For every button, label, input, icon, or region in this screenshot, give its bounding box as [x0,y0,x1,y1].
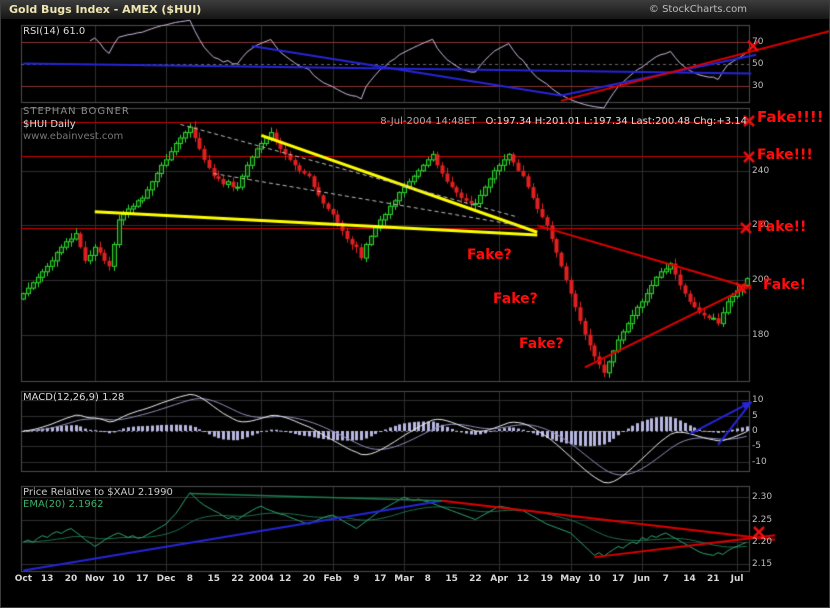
fake-annotation: Fake! [763,277,807,293]
quote-ohlc-values: O:197.34 H:201.01 L:197.34 Last:200.48 C… [485,116,747,127]
y-axis-tick-macd: 5 [752,410,758,421]
x-axis-label: Nov [84,574,105,584]
copyright-label: © StockCharts.com [648,4,747,15]
rsi-indicator-label: RSI(14) 61.0 [23,26,86,37]
fake-annotation: Fake!!! [757,147,813,163]
y-axis-tick-macd: -5 [752,441,761,452]
quote-line: 8-Jul-2004 14:48ET O:197.34 H:201.01 L:1… [380,116,747,127]
fake-annotation: Fake? [467,247,512,263]
page-title: Gold Bugs Index - AMEX ($HUI) [9,3,202,16]
y-axis-tick-pr: 2.15 [752,559,773,570]
y-axis-tick-macd: 0 [752,426,758,436]
x-axis-label: 9 [353,574,360,584]
x-axis-label: 10 [112,574,125,584]
x-axis-label: 21 [707,574,720,584]
x-axis-label: 8 [186,574,194,584]
x-axis-label: 20 [64,574,78,584]
x-axis-label: 15 [445,574,458,584]
x-axis-label: May [560,574,581,584]
x-axis-label: 20 [302,574,316,584]
x-axis-label: Oct [14,574,33,584]
y-axis-tick-rsi: 30 [752,80,764,91]
x-axis-label: 13 [40,574,54,584]
x-axis-label: 12 [516,574,530,584]
x-axis-label: 8 [424,574,431,584]
x-axis-label: Dec [156,574,176,584]
x-axis-label: 12 [278,574,292,584]
macd-indicator-label: MACD(12,26,9) 1.28 [23,392,125,403]
y-axis-tick-pr: 2.30 [752,492,773,503]
x-axis-label: 17 [611,574,625,584]
fake-annotation: Fake? [493,291,538,307]
x-axis-label: Apr [490,574,509,584]
website-watermark: www.ebainvest.com [23,131,124,142]
y-axis-tick-main: 220 [752,220,770,231]
x-axis-label: 17 [136,574,149,584]
y-axis-tick-pr: 2.25 [752,514,773,525]
quote-datetime: 8-Jul-2004 14:48ET [380,116,477,127]
y-axis-tick-macd: 10 [752,395,764,406]
x-axis-label: 22 [469,574,482,584]
x-axis-label: 17 [373,574,387,584]
y-axis-tick-main: 240 [752,165,770,176]
y-axis-tick-pr: 2.20 [752,536,773,547]
x-axis-label: Feb [323,574,342,584]
y-axis-tick-main: 200 [752,274,770,285]
y-axis-tick-rsi: 50 [752,58,764,69]
y-axis-tick-macd: -10 [752,456,767,467]
x-axis-label: 19 [540,574,554,584]
y-axis-tick-main: 180 [752,329,770,340]
symbol-label: $HUI Daily [23,119,76,130]
x-axis-label: Jul [730,574,744,584]
chart-header: Gold Bugs Index - AMEX ($HUI) © StockCha… [1,1,829,19]
x-axis-label: 22 [231,574,244,584]
fake-annotation: Fake!! [757,219,807,235]
fake-annotation: Fake!!!! [757,108,824,126]
x-axis-label: 10 [588,574,601,584]
x-axis-label: 7 [662,574,669,584]
price-relative-label: Price Relative to $XAU 2.1990 [23,487,173,498]
x-axis-label: 2004 [248,574,274,584]
x-axis-label: 14 [683,574,696,584]
author-watermark: STEPHAN BOGNER [23,106,130,117]
x-axis-label: Mar [394,574,414,584]
x-axis-label: Jun [633,574,651,584]
price-relative-ema-label: EMA(20) 2.1962 [23,499,104,510]
x-axis-label: 15 [207,574,220,584]
y-axis-tick-rsi: 70 [752,36,764,47]
fake-annotation: Fake? [519,336,564,352]
